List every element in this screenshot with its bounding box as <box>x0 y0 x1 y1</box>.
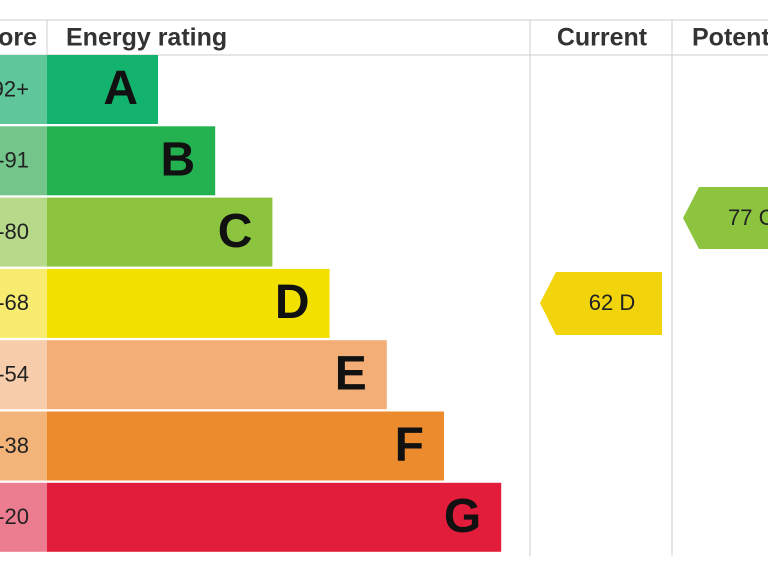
score-cell <box>0 126 47 196</box>
potential-header: Potential <box>692 24 768 52</box>
rating-letter: F <box>395 419 424 472</box>
potential-label: 77 C <box>728 205 768 230</box>
rating-bar <box>47 340 387 410</box>
rating-letter: A <box>103 62 138 115</box>
rating-letter: E <box>335 347 367 400</box>
rating-bar <box>47 411 444 481</box>
score-cell <box>0 411 47 481</box>
rating-letter: B <box>161 133 196 186</box>
rating-letter: D <box>275 276 310 329</box>
rating-letter: G <box>444 490 481 543</box>
score-cell <box>0 482 47 552</box>
score-label: 69-80 <box>0 219 29 244</box>
score-label: 92+ <box>0 76 29 101</box>
rating-bar <box>47 126 216 196</box>
score-label: 1-20 <box>0 504 29 529</box>
potential-arrow <box>683 187 768 249</box>
score-cell <box>0 197 47 267</box>
score-label: 21-38 <box>0 433 29 458</box>
score-label: 39-54 <box>0 362 29 387</box>
score-cell <box>0 268 47 338</box>
rating-header: Energy rating <box>66 24 227 52</box>
score-cell <box>0 340 47 410</box>
rating-bar <box>47 482 502 552</box>
current-label: 62 D <box>589 290 635 315</box>
current-header: Current <box>557 24 648 52</box>
rating-bar <box>47 197 273 267</box>
current-arrow <box>540 272 662 335</box>
score-header: Score <box>0 24 37 52</box>
score-label: 55-68 <box>0 290 29 315</box>
rating-bar <box>47 268 330 338</box>
score-cell <box>0 55 47 124</box>
rating-bar <box>47 55 158 124</box>
score-label: 81-91 <box>0 148 29 173</box>
rating-letter: C <box>218 205 253 258</box>
